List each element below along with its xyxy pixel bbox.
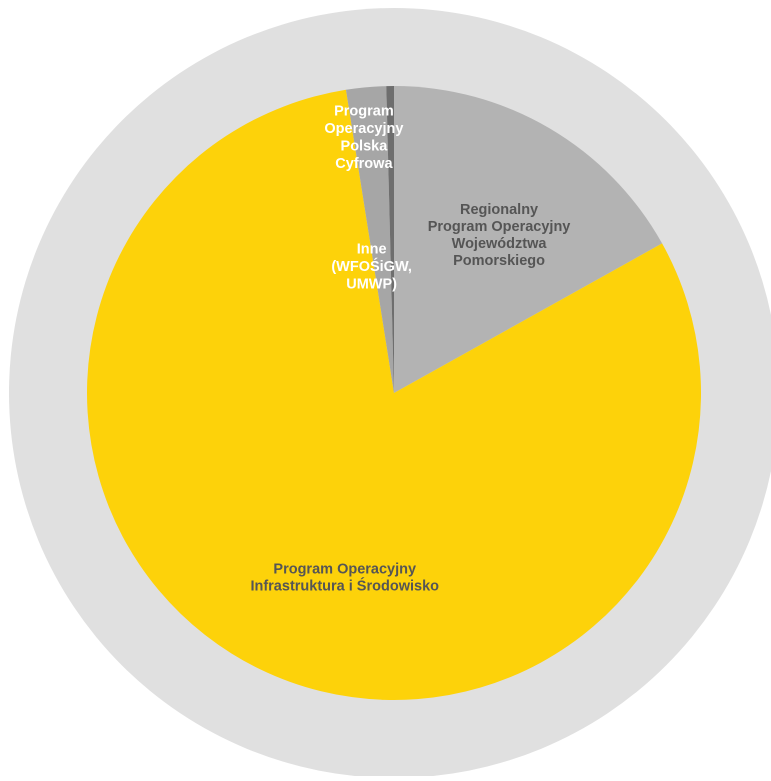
slice-label-2: Program Operacyjny Infrastruktura i Środo…: [250, 561, 439, 594]
pie-slice-1: [394, 86, 663, 393]
slice-label-line: Regionalny: [460, 202, 538, 218]
slice-label-line: Inne: [357, 242, 387, 258]
slice-label-line: Program Operacyjny: [273, 561, 416, 577]
slice-label-text: Regionalny Program Operacyjny Województwa P…: [428, 202, 571, 269]
slice-label-line: Program: [334, 104, 394, 120]
pie-slice-4: [386, 86, 394, 393]
slice-label-3: Program Operacyjny Polska Cyfrowa: [324, 104, 403, 173]
slice-label-line: Program Operacyjny: [428, 219, 571, 235]
pie-slice-3: [345, 86, 394, 393]
slice-label-line: Pomorskiego: [453, 253, 545, 269]
slice-label-line: Cyfrowa: [335, 156, 393, 172]
slice-label-line: Województwa: [452, 236, 548, 252]
slice-label-4: Inne (WFOŚiGW, UMWP): [331, 242, 412, 293]
slice-label-line: Operacyjny: [324, 121, 403, 137]
slice-label-line: Infrastruktura i Środowisko: [250, 576, 439, 594]
slice-label-line: (WFOŚiGW,: [331, 257, 412, 275]
slice-label-line: Polska: [341, 139, 389, 155]
pie-slice-2: [86, 89, 701, 701]
slice-label-line: UMWP): [346, 277, 397, 293]
slice-label-text: Inne (WFOŚiGW, UMWP): [331, 242, 412, 293]
slice-label-text: Program Operacyjny Polska Cyfrowa: [324, 104, 403, 173]
slice-label-1: Regionalny Program Operacyjny Województwa P…: [428, 202, 571, 269]
slice-label-text: Program Operacyjny Infrastruktura i Środo…: [250, 561, 439, 594]
